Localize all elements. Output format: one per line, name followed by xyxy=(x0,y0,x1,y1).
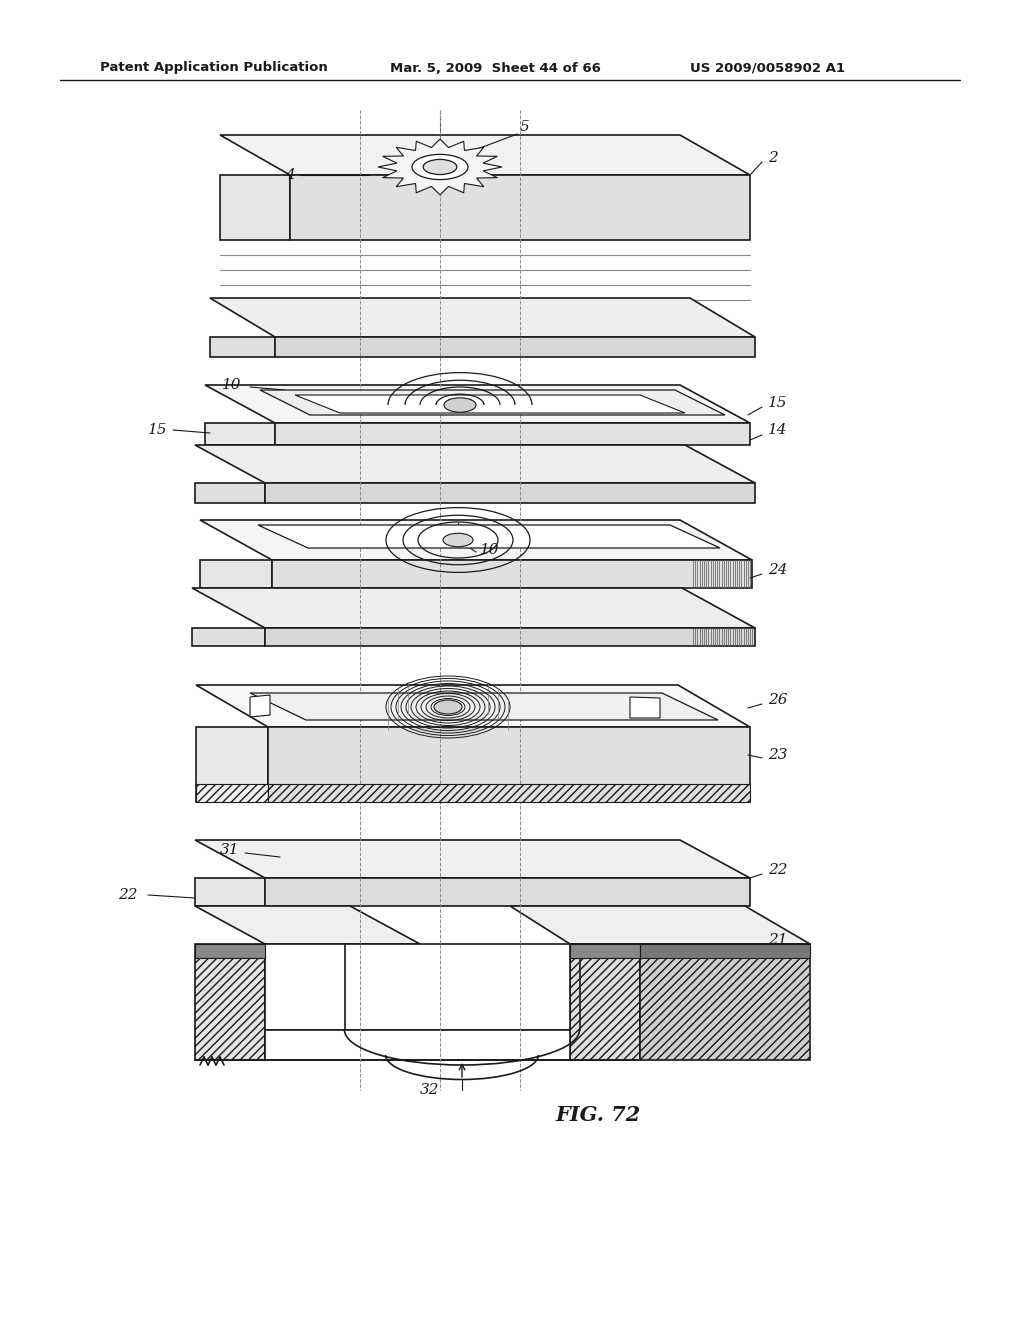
Polygon shape xyxy=(196,727,268,803)
Polygon shape xyxy=(265,628,755,645)
Polygon shape xyxy=(195,944,265,1060)
Text: 23: 23 xyxy=(768,748,787,762)
Polygon shape xyxy=(195,878,265,906)
Text: FIG. 72: FIG. 72 xyxy=(555,1105,640,1125)
Polygon shape xyxy=(295,395,685,413)
Polygon shape xyxy=(210,298,755,337)
Ellipse shape xyxy=(443,533,473,546)
Polygon shape xyxy=(195,906,420,944)
Polygon shape xyxy=(640,944,810,958)
Polygon shape xyxy=(290,176,750,240)
Text: 15: 15 xyxy=(768,396,787,411)
Polygon shape xyxy=(200,560,272,587)
Text: 22: 22 xyxy=(118,888,137,902)
Polygon shape xyxy=(275,422,750,445)
Ellipse shape xyxy=(434,700,462,714)
Text: 22: 22 xyxy=(768,863,787,876)
Polygon shape xyxy=(195,840,750,878)
Text: 21: 21 xyxy=(768,933,787,946)
Polygon shape xyxy=(205,385,750,422)
Text: 5: 5 xyxy=(520,120,529,135)
Polygon shape xyxy=(260,389,725,414)
Polygon shape xyxy=(268,727,750,803)
Polygon shape xyxy=(268,784,750,803)
Polygon shape xyxy=(220,135,750,176)
Polygon shape xyxy=(205,422,275,445)
Text: 14: 14 xyxy=(768,422,787,437)
Text: Mar. 5, 2009  Sheet 44 of 66: Mar. 5, 2009 Sheet 44 of 66 xyxy=(390,62,601,74)
Text: 4: 4 xyxy=(286,168,295,182)
Text: 26: 26 xyxy=(768,693,787,708)
Polygon shape xyxy=(265,1030,570,1060)
Text: 15: 15 xyxy=(148,422,168,437)
Text: 2: 2 xyxy=(768,150,778,165)
Polygon shape xyxy=(250,696,270,717)
Text: 10: 10 xyxy=(222,378,242,392)
Polygon shape xyxy=(275,337,755,356)
Polygon shape xyxy=(570,944,640,958)
Ellipse shape xyxy=(423,160,457,174)
Polygon shape xyxy=(265,944,570,1030)
Polygon shape xyxy=(196,784,268,803)
Text: 32: 32 xyxy=(420,1082,439,1097)
Text: 10: 10 xyxy=(480,543,500,557)
Text: Patent Application Publication: Patent Application Publication xyxy=(100,62,328,74)
Polygon shape xyxy=(630,697,660,718)
Polygon shape xyxy=(193,587,755,628)
Polygon shape xyxy=(378,139,502,195)
Polygon shape xyxy=(250,693,718,719)
Polygon shape xyxy=(265,878,750,906)
Ellipse shape xyxy=(444,397,476,412)
Polygon shape xyxy=(200,520,752,560)
Polygon shape xyxy=(272,560,752,587)
Text: 24: 24 xyxy=(768,564,787,577)
Text: 31: 31 xyxy=(220,843,240,857)
Polygon shape xyxy=(195,483,265,503)
Polygon shape xyxy=(220,176,290,240)
Polygon shape xyxy=(510,906,810,944)
Polygon shape xyxy=(196,685,750,727)
Polygon shape xyxy=(570,944,640,1060)
Polygon shape xyxy=(265,483,755,503)
Polygon shape xyxy=(640,944,810,1060)
Text: US 2009/0058902 A1: US 2009/0058902 A1 xyxy=(690,62,845,74)
Polygon shape xyxy=(193,628,265,645)
Polygon shape xyxy=(210,337,275,356)
Polygon shape xyxy=(195,445,755,483)
Polygon shape xyxy=(258,525,720,548)
Polygon shape xyxy=(195,944,265,958)
Ellipse shape xyxy=(412,154,468,180)
